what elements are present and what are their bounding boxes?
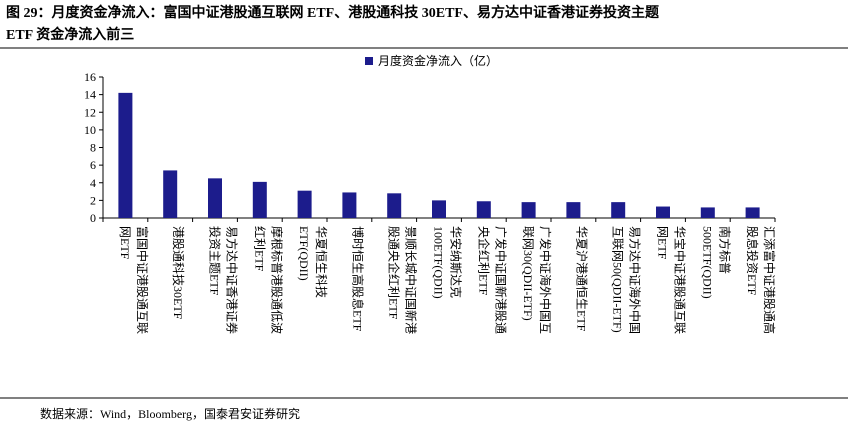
x-tick-label: 华夏恒生科技 [314, 226, 328, 298]
bar [118, 92, 133, 218]
x-tick-label: 网ETF [656, 226, 670, 260]
y-tick-label: 8 [90, 141, 96, 155]
x-tick-label: 100ETF(QDII) [432, 226, 446, 299]
source: 数据来源：Wind，Bloomberg，国泰君安证券研究 [40, 406, 300, 421]
x-tick-label: 股息投资ETF [745, 226, 760, 296]
y-tick-label: 0 [90, 211, 96, 225]
x-tick-label: 南方标普 [717, 226, 732, 274]
bar [297, 190, 312, 218]
x-tick-label: 易方达中证香港证券 [225, 226, 240, 334]
bar [432, 200, 446, 218]
y-tick-label: 12 [84, 105, 96, 119]
chart-title: 图 29：月度资金净流入：富国中证港股通互联网 ETF、港股通科技 30ETF、… [6, 4, 660, 21]
x-tick-label: 投资主题ETF [208, 226, 223, 296]
bar [656, 206, 670, 218]
y-tick-label: 4 [90, 176, 96, 190]
y-tick-label: 16 [84, 70, 96, 84]
bar [208, 178, 222, 218]
bar [387, 193, 402, 218]
x-tick-label: 红利ETF [252, 226, 267, 272]
chart-title: ETF 资金净流入前三 [6, 26, 134, 43]
x-tick-label: 博时恒生高股息ETF [350, 226, 365, 332]
x-tick-label: 联网30(QDII-ETF) [521, 226, 535, 321]
x-tick-label: 华安纳斯达克 [449, 226, 464, 298]
x-tick-label: 华宝中证港股通互联 [673, 226, 688, 334]
x-tick-label: 华夏沪港通恒生ETF [574, 226, 588, 332]
x-tick-label: 港股通科技30ETF [171, 226, 185, 320]
x-tick-label: ETF(QDII) [297, 226, 311, 281]
bar [163, 170, 178, 218]
bar [700, 207, 715, 218]
x-tick-label: 网ETF [118, 226, 132, 260]
bar [521, 202, 536, 218]
bar [342, 192, 357, 218]
y-tick-label: 14 [84, 88, 96, 102]
x-tick-label: 富国中证港股通互联 [135, 226, 150, 334]
x-tick-label: 易方达中证海外中国 [628, 226, 643, 334]
x-tick-label: 央企红利ETF [476, 226, 491, 296]
bar [566, 202, 581, 218]
y-tick-label: 10 [84, 123, 96, 137]
y-tick-label: 2 [90, 193, 96, 207]
x-tick-label: 广发中证海外中国互 [538, 226, 553, 334]
x-tick-label: 广发中证国新港股通 [493, 226, 508, 334]
legend-label: 月度资金净流入（亿） [378, 53, 498, 68]
bar [611, 202, 626, 218]
x-tick-label: 500ETF(QDII) [700, 226, 714, 299]
y-tick-label: 6 [90, 158, 96, 172]
x-tick-label: 摩根标普港股通低波 [269, 226, 284, 334]
legend-swatch [365, 57, 373, 65]
bar [745, 207, 760, 218]
bar [476, 201, 491, 218]
bar [252, 181, 267, 218]
x-tick-label: 互联网50(QDII-ETF) [611, 226, 625, 333]
x-tick-label: 股通央企红利ETF [387, 226, 402, 320]
x-tick-label: 景顺长城中证国新港 [404, 226, 419, 334]
x-tick-label: 汇添富中证港股通高 [762, 226, 777, 334]
